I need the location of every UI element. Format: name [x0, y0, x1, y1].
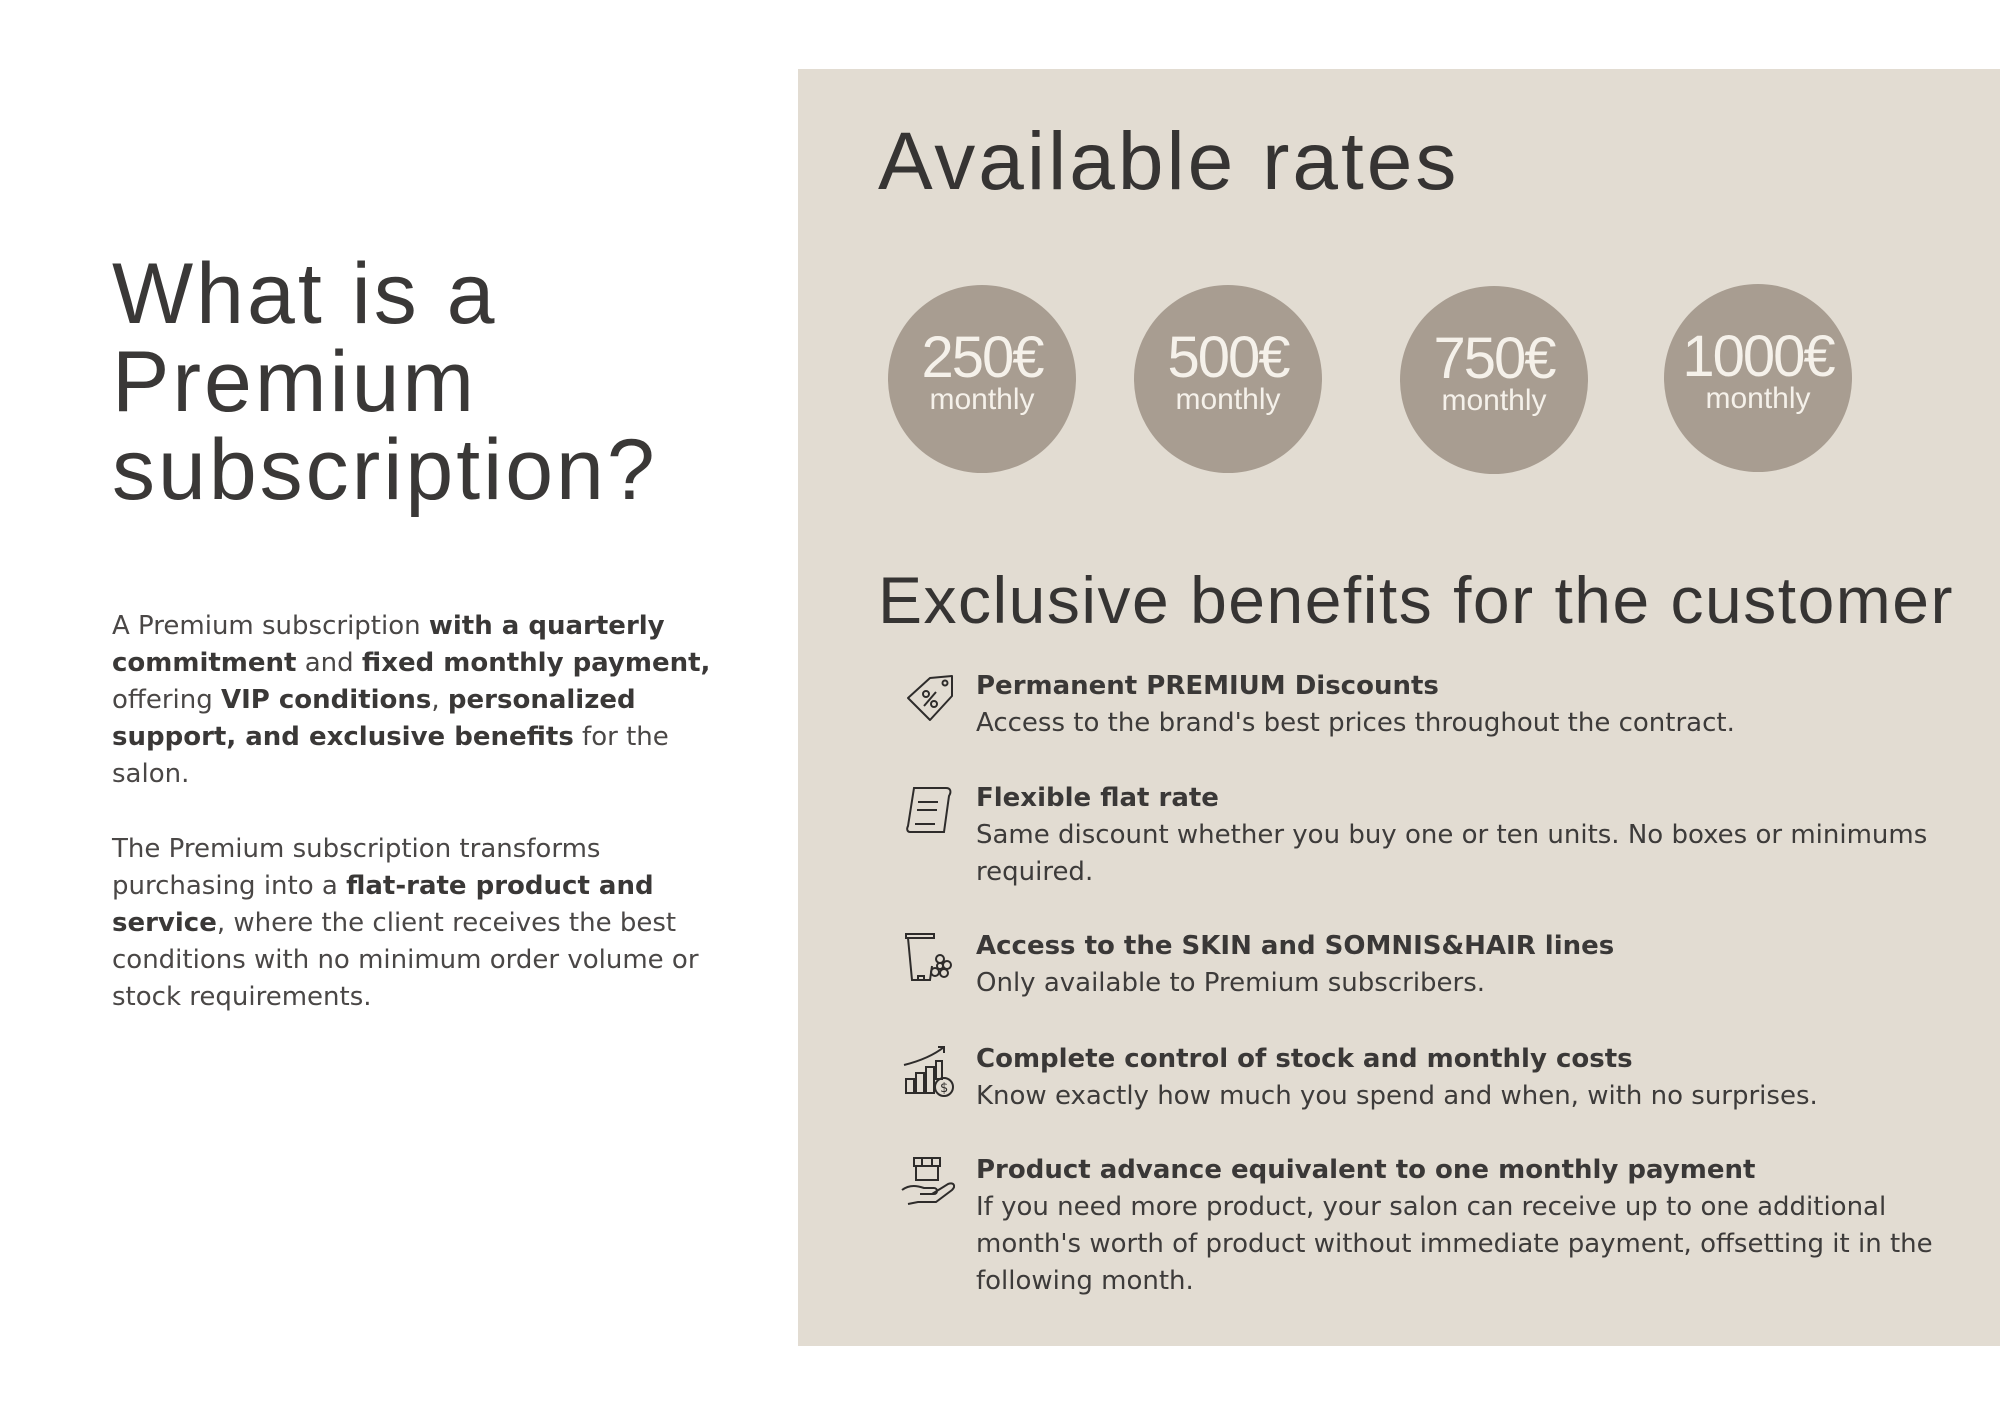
text: for the salon.: [112, 722, 669, 789]
benefit-desc: Access to the brand's best prices throug…: [976, 708, 1735, 738]
rate-circle-500: 500€ monthly: [1134, 285, 1322, 473]
title-line: Premium: [112, 334, 478, 430]
scroll-document-icon: [906, 787, 952, 833]
text: ,: [431, 685, 448, 715]
rate-amount: 500€: [1167, 325, 1290, 390]
bold-text: personalized support, and exclusive bene…: [112, 685, 636, 752]
text: The Premium subscription transforms purc…: [112, 834, 601, 901]
benefit-title: Flexible flat rate: [976, 783, 1219, 813]
benefit-desc: Only available to Premium subscribers.: [976, 968, 1486, 998]
rate-circle-750: 750€ monthly: [1400, 286, 1588, 474]
text: , where the client receives the best con…: [112, 908, 699, 1012]
bold-text: fixed monthly payment,: [361, 648, 711, 678]
rate-period: monthly: [1441, 384, 1547, 417]
benefits-title: Exclusive benefits for the customer: [878, 563, 1954, 637]
benefit-desc: Know exactly how much you spend and when…: [976, 1081, 1818, 1111]
title-line: What is a: [112, 246, 498, 342]
rate-period: monthly: [929, 383, 1035, 416]
rate-period: monthly: [1705, 382, 1811, 415]
benefit-title: Complete control of stock and monthly co…: [976, 1044, 1633, 1074]
flat-rate-paragraph: The Premium subscription transforms purc…: [112, 831, 732, 1016]
text: offering: [112, 685, 221, 715]
svg-text:$: $: [940, 1081, 948, 1096]
rate-amount: 1000€: [1682, 324, 1835, 389]
title-line: subscription?: [112, 422, 658, 518]
benefit-desc: If you need more product, your salon can…: [976, 1192, 1933, 1296]
rates-panel: [798, 69, 2000, 1346]
bold-text: with a quarterly commitment: [112, 611, 665, 678]
benefit-desc: Same discount whether you buy one or ten…: [976, 820, 1928, 887]
rate-circle-1000: 1000€ monthly: [1664, 284, 1852, 472]
rate-circle-250: 250€ monthly: [888, 285, 1076, 473]
bold-text: VIP conditions: [220, 685, 432, 715]
cosmetic-tube-flower-icon: [905, 933, 952, 981]
rate-amount: 250€: [921, 325, 1044, 390]
text: A Premium subscription: [112, 611, 429, 641]
growth-chart-dollar-icon: $: [903, 1046, 954, 1097]
rate-period: monthly: [1175, 383, 1281, 416]
benefit-title: Access to the SKIN and SOMNIS&HAIR lines: [976, 931, 1615, 961]
benefit-title: Permanent PREMIUM Discounts: [976, 671, 1439, 701]
hand-box-icon: [901, 1157, 956, 1205]
benefit-title: Product advance equivalent to one monthl…: [976, 1155, 1756, 1185]
left-title: What is a Premium subscription?: [112, 250, 658, 514]
intro-paragraph: A Premium subscription with a quarterly …: [112, 608, 732, 793]
rate-amount: 750€: [1433, 326, 1556, 391]
bold-text: flat-rate product and service: [112, 871, 654, 938]
text: and: [296, 648, 362, 678]
discount-tag-icon: [907, 675, 953, 721]
rates-title: Available rates: [878, 116, 1460, 207]
